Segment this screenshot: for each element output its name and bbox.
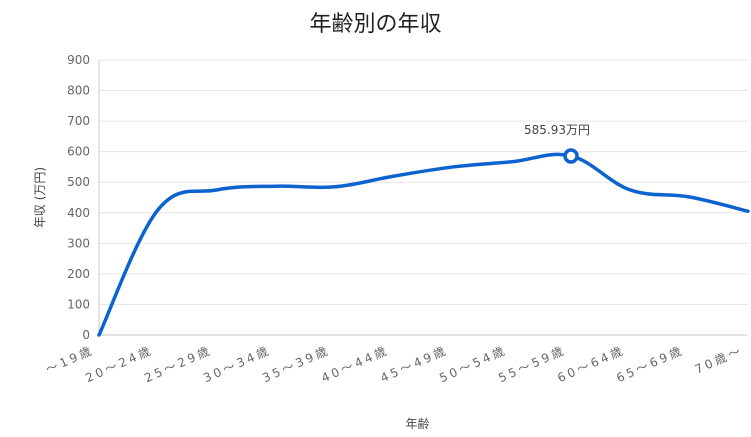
y-tick-label: 500: [67, 175, 90, 189]
data-markers: [563, 148, 579, 164]
y-tick-label: 0: [82, 328, 90, 342]
x-tick-label: 65〜69歳: [614, 343, 686, 385]
x-tick-labels: 〜19歳20〜24歳25〜29歳30〜34歳35〜39歳40〜44歳45〜49歳…: [44, 343, 746, 385]
grid-lines: [98, 59, 748, 336]
y-tick-label: 800: [67, 84, 90, 98]
series-line: [97, 152, 750, 337]
data-point-marker[interactable]: [563, 148, 579, 164]
chart-title: 年齢別の年収: [309, 12, 442, 37]
y-tick-label: 300: [67, 236, 90, 250]
data-label: 585.93万円: [524, 123, 590, 137]
y-tick-label: 200: [67, 267, 90, 281]
y-tick-label: 100: [67, 297, 90, 311]
y-tick-labels: 0 100 200 300 400 500 600 700 800 900: [67, 53, 90, 342]
y-tick-label: 600: [67, 145, 90, 159]
y-axis-label: 年収 (万円): [33, 167, 47, 228]
y-tick-label: 900: [67, 53, 90, 67]
x-tick-label: 70歳〜: [693, 343, 746, 377]
x-axis-label: 年齢: [405, 416, 429, 431]
y-tick-label: 400: [67, 206, 90, 220]
y-tick-label: 700: [67, 114, 90, 128]
